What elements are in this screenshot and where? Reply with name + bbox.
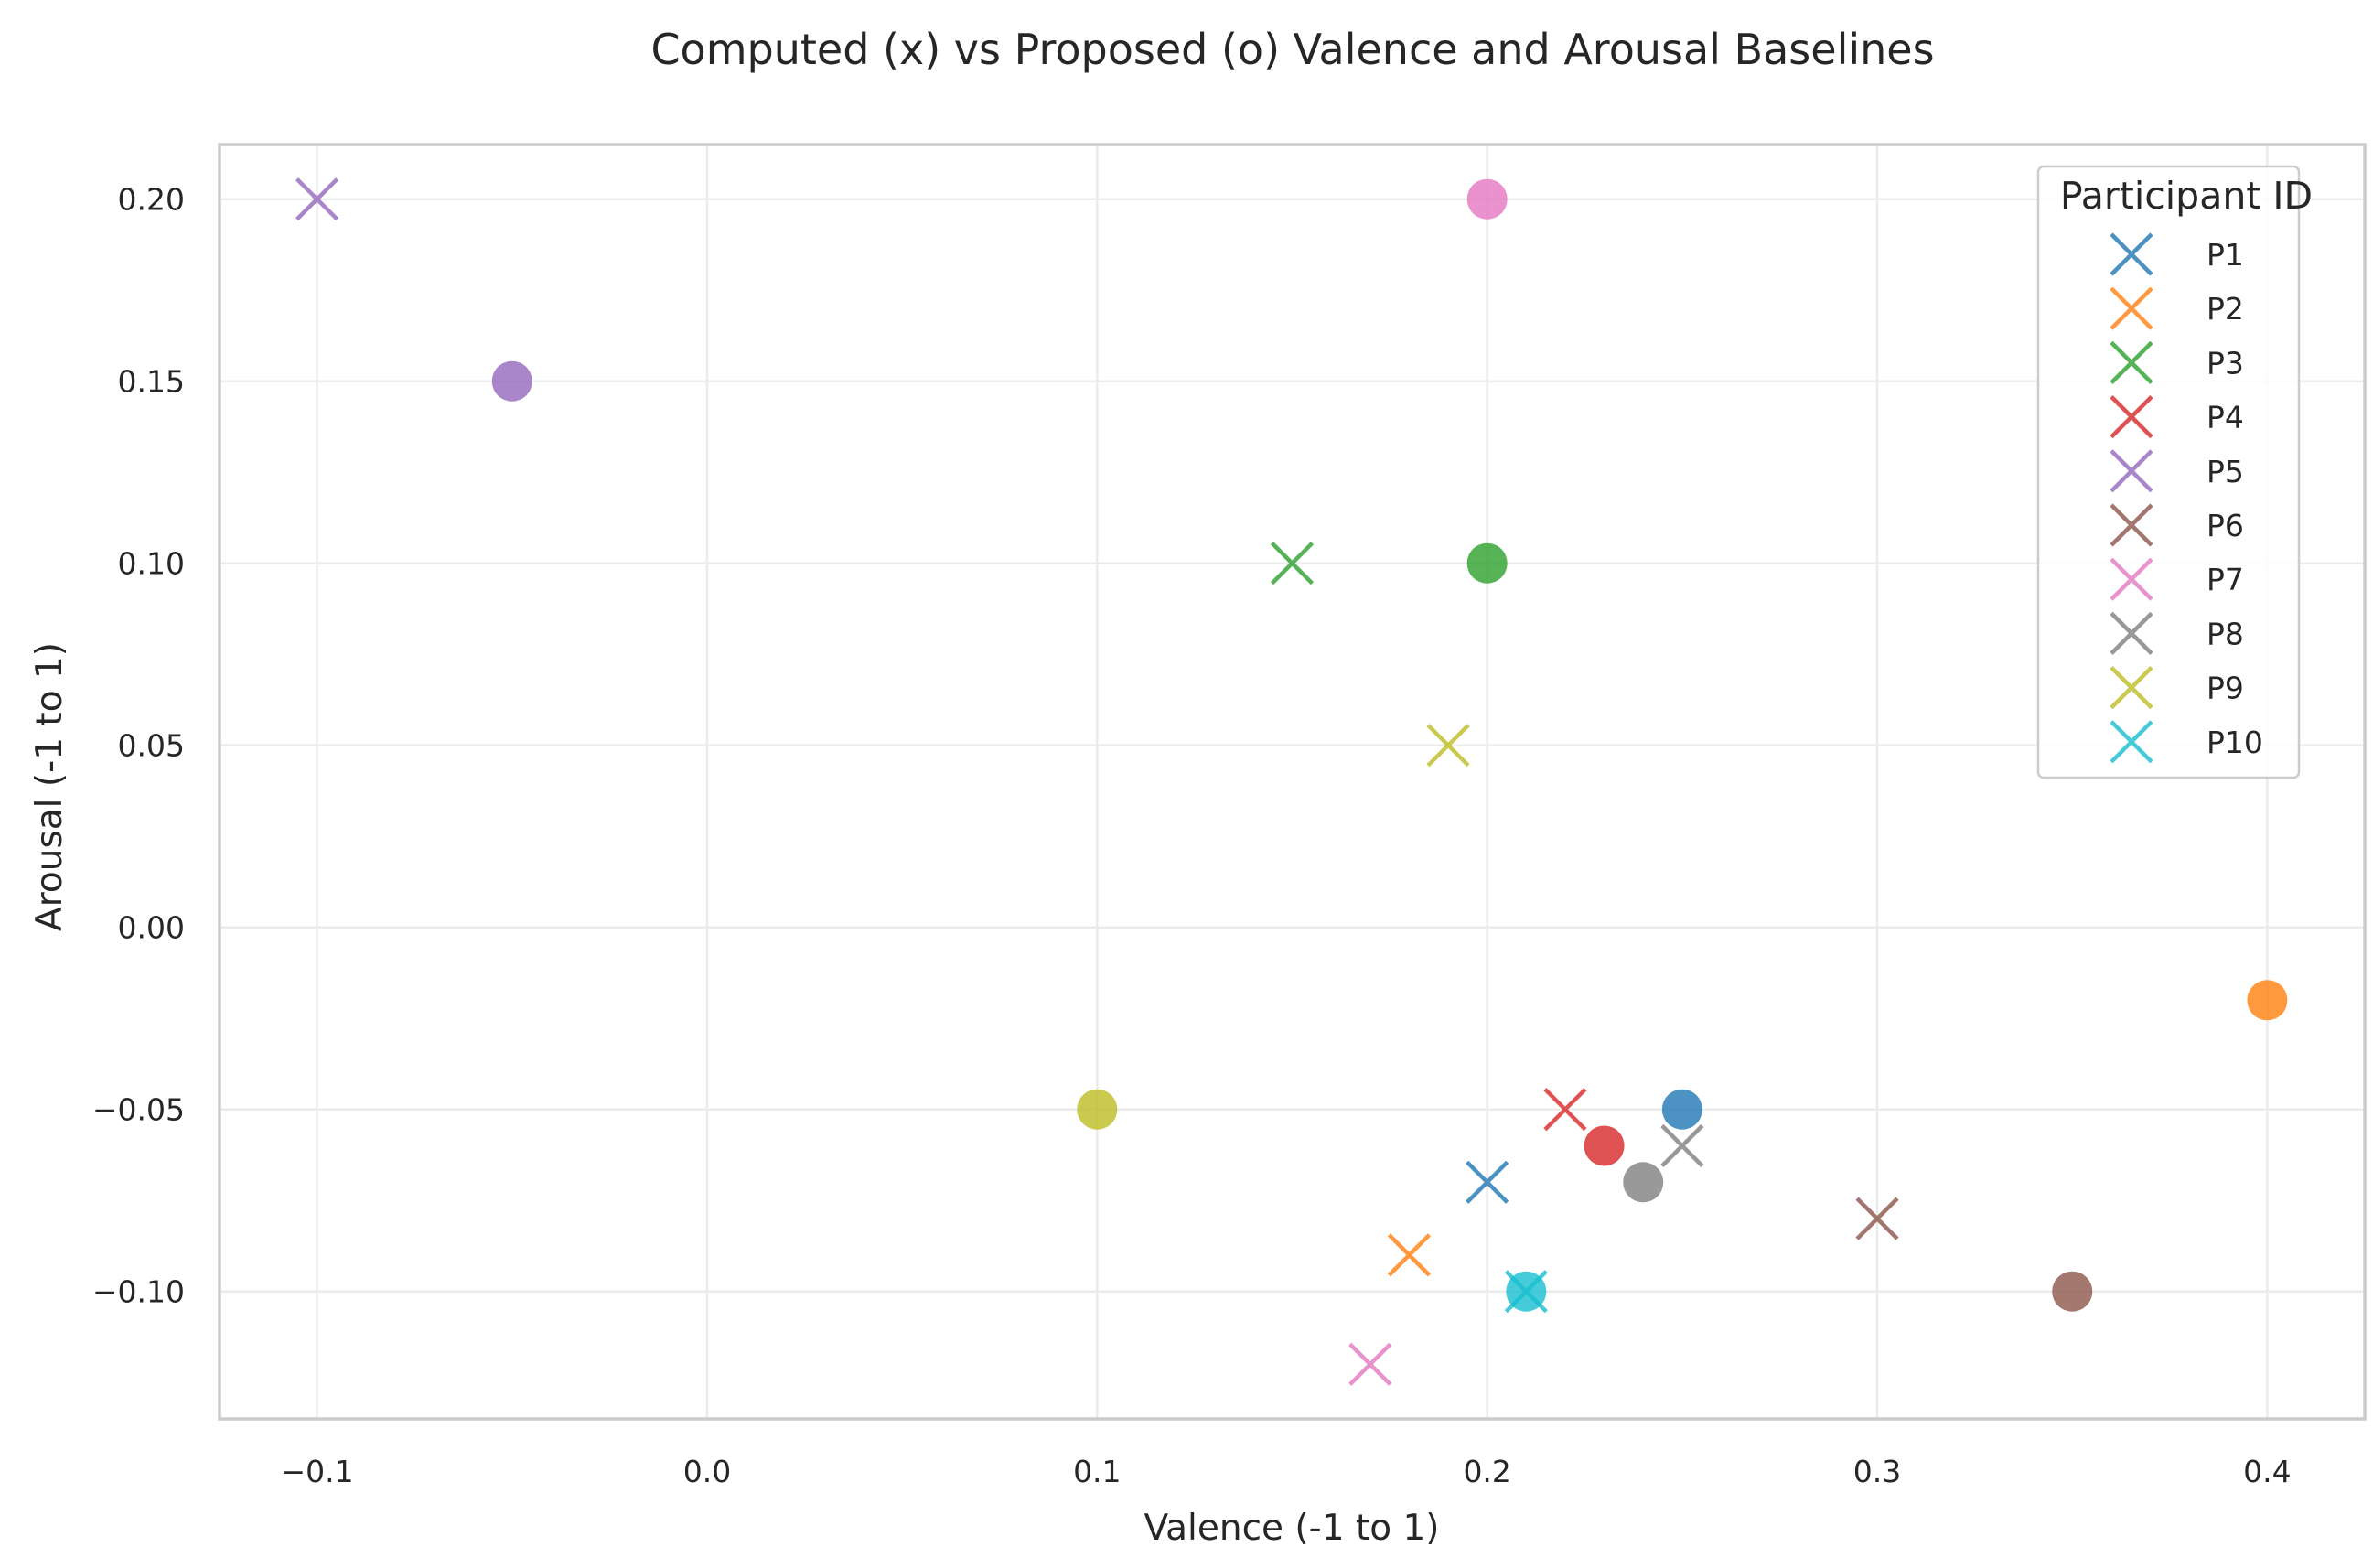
legend-marker-p7	[2110, 557, 2153, 601]
cross-stroke	[2110, 503, 2153, 547]
cross-stroke	[2110, 611, 2153, 655]
x-tick-label: −0.1	[281, 1454, 354, 1489]
cross-stroke	[2110, 395, 2153, 439]
x-tick-label: 0.2	[1463, 1454, 1510, 1489]
legend-marker-p1	[2110, 232, 2153, 276]
proposed-point-p10	[1506, 1271, 1547, 1312]
y-axis-label: Arousal (-1 to 1)	[29, 642, 70, 931]
computed-point-p1	[1466, 1160, 1509, 1204]
proposed-point-p2	[2247, 980, 2288, 1021]
legend-label-p4: P4	[2207, 400, 2244, 435]
cross-stroke	[1543, 1088, 1587, 1132]
y-tick-label: 0.05	[118, 728, 185, 764]
legend-marker-p4	[2110, 395, 2153, 439]
proposed-point-p8	[1623, 1162, 1664, 1203]
y-tick-label: 0.20	[118, 182, 185, 218]
computed-point-p5	[295, 177, 339, 221]
computed-point-p7	[1348, 1342, 1392, 1386]
x-tick-label: 0.1	[1073, 1454, 1121, 1489]
y-tick-label: 0.15	[118, 364, 185, 400]
legend-title: Participant ID	[2060, 174, 2313, 218]
cross-stroke	[1426, 724, 1470, 768]
computed-point-p6	[1855, 1197, 1899, 1240]
proposed-point-p3	[1466, 542, 1508, 584]
cross-stroke	[2110, 449, 2153, 493]
proposed-point-p9	[1077, 1089, 1118, 1130]
x-tick-label: 0.4	[2243, 1454, 2291, 1489]
proposed-point-p1	[1661, 1089, 1702, 1130]
legend-label-p5: P5	[2207, 454, 2244, 489]
legend-label-p7: P7	[2207, 562, 2244, 597]
computed-point-p3	[1270, 542, 1315, 585]
legend-marker-p9	[2110, 666, 2153, 710]
computed-point-p8	[1660, 1123, 1704, 1168]
chart-title: Computed (x) vs Proposed (o) Valence and…	[650, 25, 1934, 74]
legend-marker-p2	[2110, 286, 2153, 330]
legend-marker-p6	[2110, 503, 2153, 547]
legend: Participant ID P1 P2 P3 P4 P5 P6 P7 P8 P9 P10	[2036, 165, 2313, 779]
cross-stroke	[1466, 1160, 1509, 1204]
computed-point-p2	[1387, 1233, 1432, 1277]
legend-marker-p5	[2110, 449, 2153, 493]
legend-marker-p8	[2110, 611, 2153, 655]
cross-stroke	[1348, 1342, 1392, 1386]
cross-stroke	[295, 177, 339, 221]
proposed-point-p6	[2052, 1271, 2093, 1312]
x-axis-label: Valence (-1 to 1)	[1144, 1508, 1439, 1549]
cross-stroke	[2110, 720, 2153, 764]
legend-label-p10: P10	[2207, 725, 2263, 760]
proposed-point-p5	[491, 360, 532, 402]
y-tick-label: 0.10	[118, 546, 185, 582]
x-tick-label: 0.0	[683, 1454, 731, 1489]
legend-label-p9: P9	[2207, 671, 2244, 706]
computed-point-p9	[1426, 724, 1470, 768]
plot-frame	[218, 143, 2367, 1421]
cross-stroke	[2110, 557, 2153, 601]
legend-box	[2036, 165, 2301, 779]
legend-label-p3: P3	[2207, 345, 2244, 381]
proposed-point-p4	[1584, 1125, 1625, 1166]
x-tick-label: 0.3	[1853, 1454, 1901, 1489]
legend-marker-p3	[2110, 340, 2153, 384]
legend-label-p1: P1	[2207, 237, 2244, 273]
y-tick-label: −0.10	[92, 1274, 185, 1310]
legend-label-p8: P8	[2207, 616, 2244, 651]
cross-stroke	[1270, 542, 1315, 585]
y-tick-label: −0.05	[92, 1092, 185, 1128]
cross-stroke	[2110, 340, 2153, 384]
cross-stroke	[1855, 1197, 1899, 1240]
cross-stroke	[1387, 1233, 1432, 1277]
legend-entries: P1 P2 P3 P4 P5 P6 P7 P8 P9 P10	[2110, 232, 2263, 764]
proposed-point-p7	[1466, 178, 1508, 220]
y-tick-label: 0.00	[118, 910, 185, 946]
cross-stroke	[2110, 232, 2153, 276]
legend-label-p6: P6	[2207, 508, 2244, 543]
legend-marker-p10	[2110, 720, 2153, 764]
tick-labels: −0.1 0.0 0.1 0.2 0.3 0.4 −0.10 −0.05 0.00 0.05 0.1…	[92, 182, 2292, 1489]
computed-point-p4	[1543, 1088, 1587, 1132]
cross-stroke	[1660, 1123, 1704, 1168]
data-marks	[295, 177, 2288, 1386]
legend-label-p2: P2	[2207, 291, 2244, 327]
cross-stroke	[2110, 286, 2153, 330]
cross-stroke	[2110, 666, 2153, 710]
